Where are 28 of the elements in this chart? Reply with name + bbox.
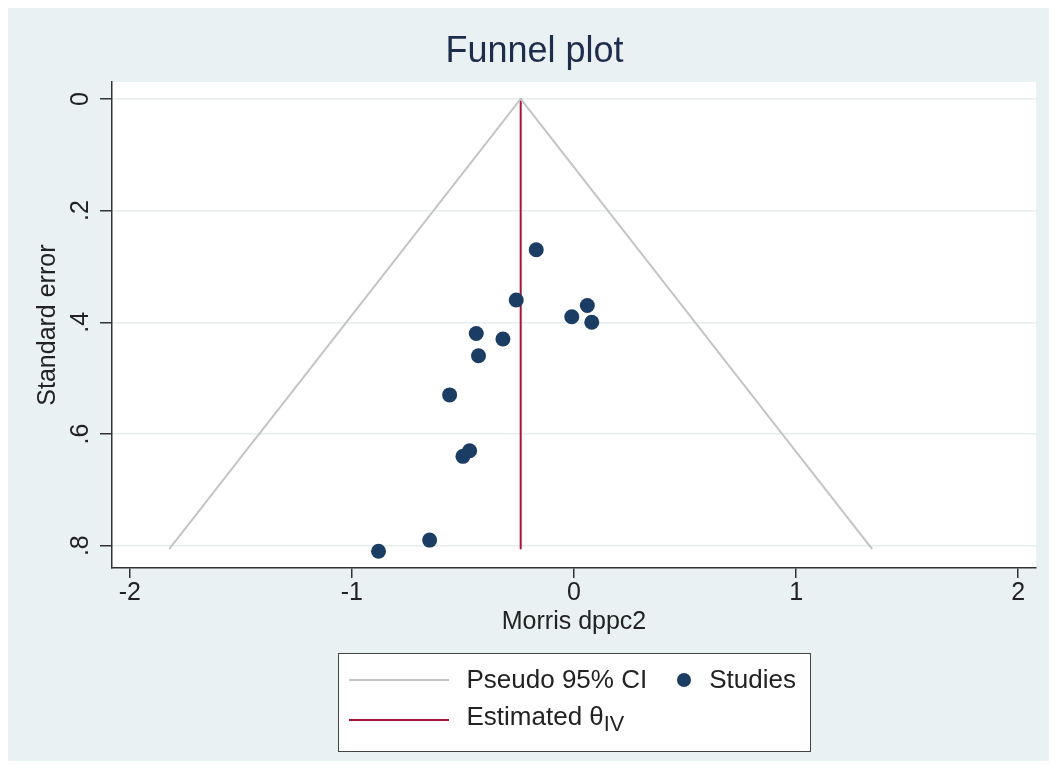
y-tick-label: .4 <box>65 311 94 333</box>
point <box>442 387 458 403</box>
x-tick-label: -1 <box>340 576 363 605</box>
point <box>371 543 387 559</box>
y-tick-label: .2 <box>65 200 94 222</box>
point <box>495 331 511 347</box>
x-tick-label: 0 <box>567 576 581 605</box>
point <box>508 292 524 308</box>
legend-label: Pseudo 95% CI <box>466 664 648 695</box>
point <box>564 309 580 325</box>
point <box>422 532 438 548</box>
y-tick-label: 0 <box>65 92 94 106</box>
y-tick-label: .8 <box>65 535 94 557</box>
y-axis-title: Standard error <box>31 244 60 406</box>
legend-label: Studies <box>709 664 796 695</box>
x-tick-label: 2 <box>1011 576 1026 605</box>
point <box>455 448 471 464</box>
chart-title: Funnel plot <box>445 28 624 70</box>
x-tick-label: -2 <box>118 576 141 605</box>
x-tick-label: 1 <box>789 576 804 605</box>
point <box>528 242 544 258</box>
x-axis-title: Morris dppc2 <box>501 605 647 634</box>
point <box>468 325 484 341</box>
y-tick-label: .6 <box>65 423 94 445</box>
point <box>584 314 600 330</box>
legend-label: Estimated θ$_{IV}$ <box>466 701 625 739</box>
point <box>470 348 486 364</box>
point <box>579 298 595 314</box>
